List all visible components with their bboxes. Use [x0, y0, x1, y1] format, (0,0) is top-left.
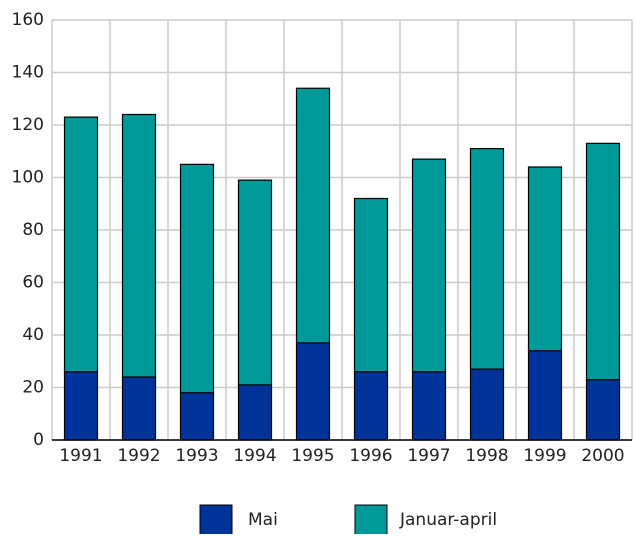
bar-segment	[585, 142, 621, 381]
x-tick-label: 1999	[523, 446, 566, 466]
bar-segment	[121, 113, 157, 378]
bar-segment	[63, 116, 99, 373]
x-tick-label: 1995	[291, 446, 334, 466]
x-tick-label: 1992	[117, 446, 160, 466]
legend-label: Januar-april	[399, 510, 497, 530]
bar-segment	[353, 197, 389, 373]
bar-segment	[585, 379, 621, 441]
y-tick-label: 0	[33, 430, 44, 450]
y-tick-label: 80	[22, 220, 44, 240]
bar-segment	[179, 392, 215, 441]
bar-segment	[353, 371, 389, 441]
bar-segment	[527, 350, 563, 441]
bar-segment	[411, 158, 447, 373]
x-tick-label: 1997	[407, 446, 450, 466]
x-tick-label: 1994	[233, 446, 276, 466]
legend-swatch	[199, 504, 233, 536]
bar-segment	[63, 371, 99, 441]
x-tick-label: 2000	[581, 446, 624, 466]
y-tick-label: 60	[22, 273, 44, 293]
bar-segment	[469, 368, 505, 441]
bar-segment	[295, 87, 331, 344]
x-tick-label: 1996	[349, 446, 392, 466]
x-tick-label: 1993	[175, 446, 218, 466]
y-tick-label: 140	[12, 63, 44, 83]
legend-label: Mai	[248, 510, 278, 530]
bar-segment	[411, 371, 447, 441]
y-tick-label: 40	[22, 325, 44, 345]
legend-swatch	[354, 504, 388, 536]
bar-segment	[237, 179, 273, 386]
y-tick-label: 120	[12, 115, 44, 135]
y-tick-label: 160	[12, 10, 44, 30]
x-tick-label: 1998	[465, 446, 508, 466]
bar-segment	[121, 376, 157, 441]
y-tick-label: 100	[12, 168, 44, 188]
bar-segment	[295, 342, 331, 441]
bar-segment	[469, 148, 505, 370]
bar-segment	[179, 163, 215, 394]
bar-segment	[527, 166, 563, 352]
x-tick-label: 1991	[59, 446, 102, 466]
y-tick-label: 20	[22, 378, 44, 398]
bar-segment	[237, 384, 273, 441]
